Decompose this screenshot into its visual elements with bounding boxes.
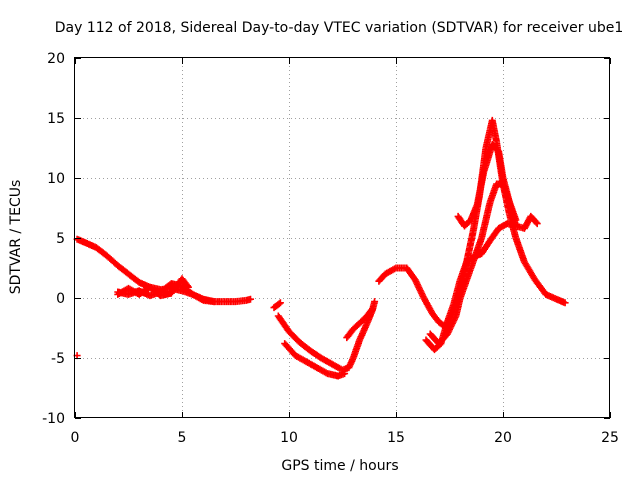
series-track-12 [454, 140, 520, 230]
y-tick-label: 20 [47, 51, 65, 67]
data-point [275, 300, 283, 308]
data-point [341, 370, 349, 378]
data-point [512, 222, 520, 230]
data-point [184, 283, 192, 291]
y-axis-label: SDTVAR / TECUs [8, 180, 24, 295]
series-track-4 [114, 275, 192, 300]
data-point [369, 305, 376, 313]
data-point [532, 218, 540, 226]
grid [75, 58, 610, 418]
plot-frame [74, 57, 610, 418]
axis-ticks: 0 5 10 15 20 25 -10 -5 0 5 10 15 20 [42, 51, 619, 446]
data-point [210, 298, 218, 306]
data-point [247, 295, 254, 303]
data-point [183, 282, 191, 290]
x-tick-label: 5 [178, 430, 187, 446]
series-track-7 [281, 340, 349, 380]
x-tick-label: 20 [494, 430, 512, 446]
data-point [391, 265, 398, 273]
chart-title: Day 112 of 2018, Sidereal Day-to-day VTE… [55, 20, 624, 36]
x-tick-label: 10 [280, 430, 298, 446]
data-points [73, 116, 569, 380]
x-tick-label: 0 [71, 430, 80, 446]
data-point [371, 298, 379, 306]
data-point [367, 306, 375, 314]
y-tick-label: 15 [47, 111, 65, 127]
data-point [561, 299, 569, 307]
data-point [276, 299, 284, 307]
y-tick-label: -10 [42, 411, 65, 427]
series-track-5 [270, 299, 284, 312]
x-tick-label: 15 [387, 430, 405, 446]
y-tick-label: 5 [56, 231, 65, 247]
y-tick-label: 10 [47, 171, 65, 187]
data-point [533, 220, 541, 228]
x-axis-label: GPS time / hours [281, 458, 398, 474]
y-tick-label: 0 [56, 291, 65, 307]
data-point [512, 216, 520, 224]
series-track-8 [343, 305, 376, 342]
y-tick-label: -5 [51, 351, 65, 367]
data-point [198, 296, 206, 303]
series-track-6 [274, 298, 379, 374]
x-tick-label: 25 [601, 430, 619, 446]
